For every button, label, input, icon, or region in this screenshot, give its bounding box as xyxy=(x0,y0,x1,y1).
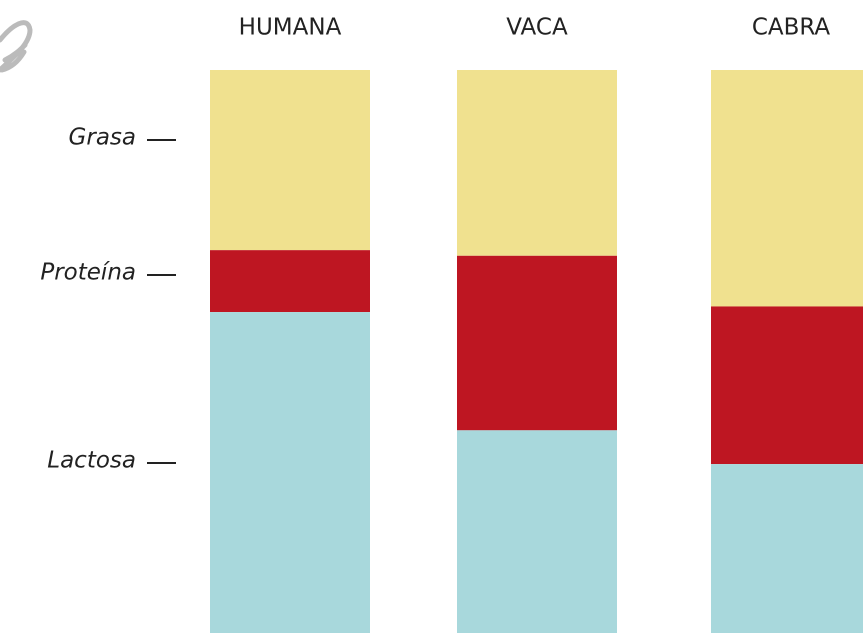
bar-segment xyxy=(210,312,370,633)
chart: HUMANA VACA CABRA Grasa Proteína Lactosa xyxy=(0,0,863,633)
bar-segment xyxy=(711,306,863,464)
bar-segment xyxy=(711,70,863,306)
bar-segment xyxy=(457,430,617,633)
category-label: VACA xyxy=(506,15,568,41)
category-label: CABRA xyxy=(752,15,831,41)
legend-label: Lactosa xyxy=(47,448,136,474)
bar-segment xyxy=(711,464,863,633)
legend-label: Grasa xyxy=(69,125,136,151)
decoration xyxy=(0,23,30,70)
bar-segment xyxy=(210,250,370,312)
bar-segment xyxy=(457,70,617,256)
legend-label: Proteína xyxy=(40,260,136,286)
bar-segment xyxy=(457,256,617,431)
category-label: HUMANA xyxy=(239,15,342,41)
bar-segment xyxy=(210,70,370,250)
